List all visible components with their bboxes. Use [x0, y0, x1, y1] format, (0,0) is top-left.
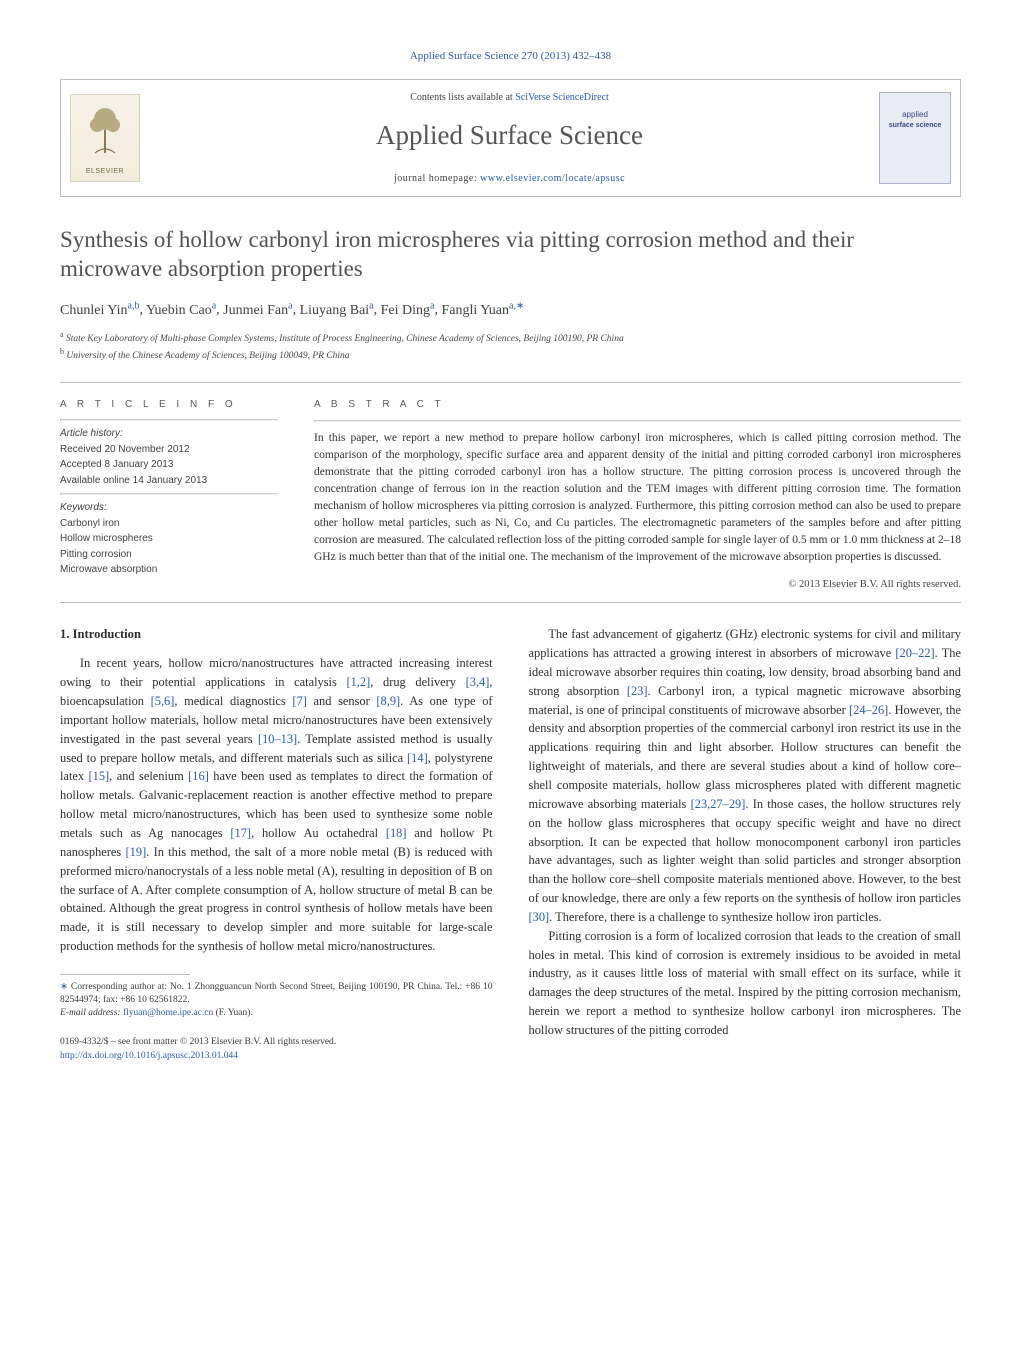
keywords-block: Keywords: Carbonyl iron Hollow microsphe… — [60, 501, 278, 577]
info-rule-2 — [60, 493, 278, 495]
author-aff-sup: a — [212, 300, 216, 311]
section-1-number: 1. — [60, 627, 69, 641]
ref-citation[interactable]: [23,27–29] — [691, 797, 746, 811]
author: Liuyang Baia — [300, 303, 374, 318]
homepage-prefix: journal homepage: — [394, 173, 480, 184]
ref-citation[interactable]: [18] — [386, 826, 407, 840]
column-left: 1. Introduction In recent years, hollow … — [60, 625, 493, 1063]
journal-cover: applied surface science — [879, 92, 951, 184]
keyword-1: Hollow microspheres — [60, 532, 278, 546]
divider-bottom — [60, 602, 961, 603]
author-aff-sup: a — [288, 300, 292, 311]
ref-citation[interactable]: [5,6] — [151, 694, 175, 708]
contents-prefix: Contents lists available at — [410, 92, 515, 103]
publisher-logo-cell: ELSEVIER — [61, 80, 149, 197]
author-aff-sup: a,b — [128, 300, 140, 311]
col2-para-1: The fast advancement of gigahertz (GHz) … — [529, 625, 962, 927]
col2-para-2: Pitting corrosion is a form of localized… — [529, 927, 962, 1040]
ref-citation[interactable]: [24–26] — [849, 703, 888, 717]
ref-citation[interactable]: [10–13] — [258, 732, 297, 746]
history-received: Received 20 November 2012 — [60, 443, 278, 457]
col1-para-1: In recent years, hollow micro/nanostruct… — [60, 654, 493, 956]
email-label: E-mail address: — [60, 1008, 121, 1018]
history-online: Available online 14 January 2013 — [60, 474, 278, 488]
header-citation: Applied Surface Science 270 (2013) 432–4… — [60, 48, 961, 65]
ref-citation[interactable]: [17] — [230, 826, 251, 840]
author: Yuebin Caoa — [146, 303, 216, 318]
abs-rule — [314, 420, 961, 422]
keywords-label: Keywords: — [60, 502, 107, 513]
section-1-title: Introduction — [73, 627, 141, 641]
corr-email-suffix: (F. Yuan). — [213, 1008, 253, 1018]
ref-citation[interactable]: [20–22] — [895, 646, 934, 660]
ref-citation[interactable]: [16] — [188, 769, 209, 783]
info-rule-1 — [60, 419, 278, 421]
abstract-heading: a b s t r a c t — [314, 397, 961, 412]
star-icon: ∗ — [60, 982, 68, 992]
doi-meta: 0169-4332/$ – see front matter © 2013 El… — [60, 1037, 336, 1047]
author-aff-sup: a — [430, 300, 434, 311]
ref-citation[interactable]: [1,2] — [346, 675, 370, 689]
keyword-3: Microwave absorption — [60, 563, 278, 577]
journal-header-box: ELSEVIER Contents lists available at Sci… — [60, 79, 961, 198]
article-history: Article history: Received 20 November 20… — [60, 427, 278, 487]
article-title: Synthesis of hollow carbonyl iron micros… — [60, 225, 961, 284]
ref-citation[interactable]: [30] — [529, 910, 550, 924]
doi-block: 0169-4332/$ – see front matter © 2013 El… — [60, 1035, 493, 1064]
sciencedirect-link[interactable]: SciVerse ScienceDirect — [515, 92, 609, 103]
divider-top — [60, 382, 961, 383]
journal-title: Applied Surface Science — [155, 115, 864, 156]
article-info-column: a r t i c l e i n f o Article history: R… — [60, 397, 278, 592]
affiliation-b: b University of the Chinese Academy of S… — [60, 346, 961, 364]
ref-citation[interactable]: [15] — [89, 769, 110, 783]
elsevier-tree-icon — [83, 105, 127, 157]
ref-citation[interactable]: [3,4] — [466, 675, 490, 689]
history-accepted: Accepted 8 January 2013 — [60, 458, 278, 472]
affiliations: a State Key Laboratory of Multi-phase Co… — [60, 329, 961, 365]
ref-citation[interactable]: [7] — [292, 694, 306, 708]
corr-text: Corresponding author at: No. 1 Zhongguan… — [60, 982, 493, 1005]
history-label: Article history: — [60, 428, 123, 439]
corr-email-link[interactable]: flyuan@home.ipe.ac.cn — [123, 1008, 213, 1018]
abstract-column: a b s t r a c t In this paper, we report… — [314, 397, 961, 592]
ref-citation[interactable]: [14] — [407, 751, 428, 765]
elsevier-logo: ELSEVIER — [70, 94, 140, 182]
journal-header-center: Contents lists available at SciVerse Sci… — [149, 80, 870, 197]
column-right: The fast advancement of gigahertz (GHz) … — [529, 625, 962, 1063]
author: Chunlei Yina,b — [60, 303, 140, 318]
doi-link[interactable]: http://dx.doi.org/10.1016/j.apsusc.2013.… — [60, 1051, 238, 1061]
footnote-rule — [60, 974, 190, 975]
ref-citation[interactable]: [8,9] — [376, 694, 400, 708]
article-info-heading: a r t i c l e i n f o — [60, 397, 278, 412]
journal-cover-cell: applied surface science — [870, 80, 960, 197]
contents-line: Contents lists available at SciVerse Sci… — [155, 90, 864, 105]
elsevier-label: ELSEVIER — [71, 167, 139, 178]
abstract-text: In this paper, we report a new method to… — [314, 430, 961, 566]
ref-citation[interactable]: [19] — [126, 845, 147, 859]
author: Junmei Fana — [223, 303, 292, 318]
author-list: Chunlei Yina,b, Yuebin Caoa, Junmei Fana… — [60, 298, 961, 321]
keyword-2: Pitting corrosion — [60, 548, 278, 562]
homepage-line: journal homepage: www.elsevier.com/locat… — [155, 171, 864, 186]
author: Fangli Yuana,∗ — [441, 303, 524, 318]
author-aff-sup: a — [369, 300, 373, 311]
ref-citation[interactable]: [23] — [627, 684, 648, 698]
cover-label-1: applied — [902, 109, 928, 121]
homepage-url[interactable]: www.elsevier.com/locate/apsusc — [480, 173, 625, 184]
section-1-heading: 1. Introduction — [60, 625, 493, 644]
keyword-0: Carbonyl iron — [60, 517, 278, 531]
abstract-copyright: © 2013 Elsevier B.V. All rights reserved… — [314, 577, 961, 593]
affiliation-a: a State Key Laboratory of Multi-phase Co… — [60, 329, 961, 347]
author: Fei Dinga — [381, 303, 435, 318]
author-aff-sup: a,∗ — [509, 300, 524, 311]
body-columns: 1. Introduction In recent years, hollow … — [60, 625, 961, 1063]
corresponding-footnote: ∗ Corresponding author at: No. 1 Zhonggu… — [60, 981, 493, 1021]
cover-label-2: surface science — [889, 121, 942, 132]
